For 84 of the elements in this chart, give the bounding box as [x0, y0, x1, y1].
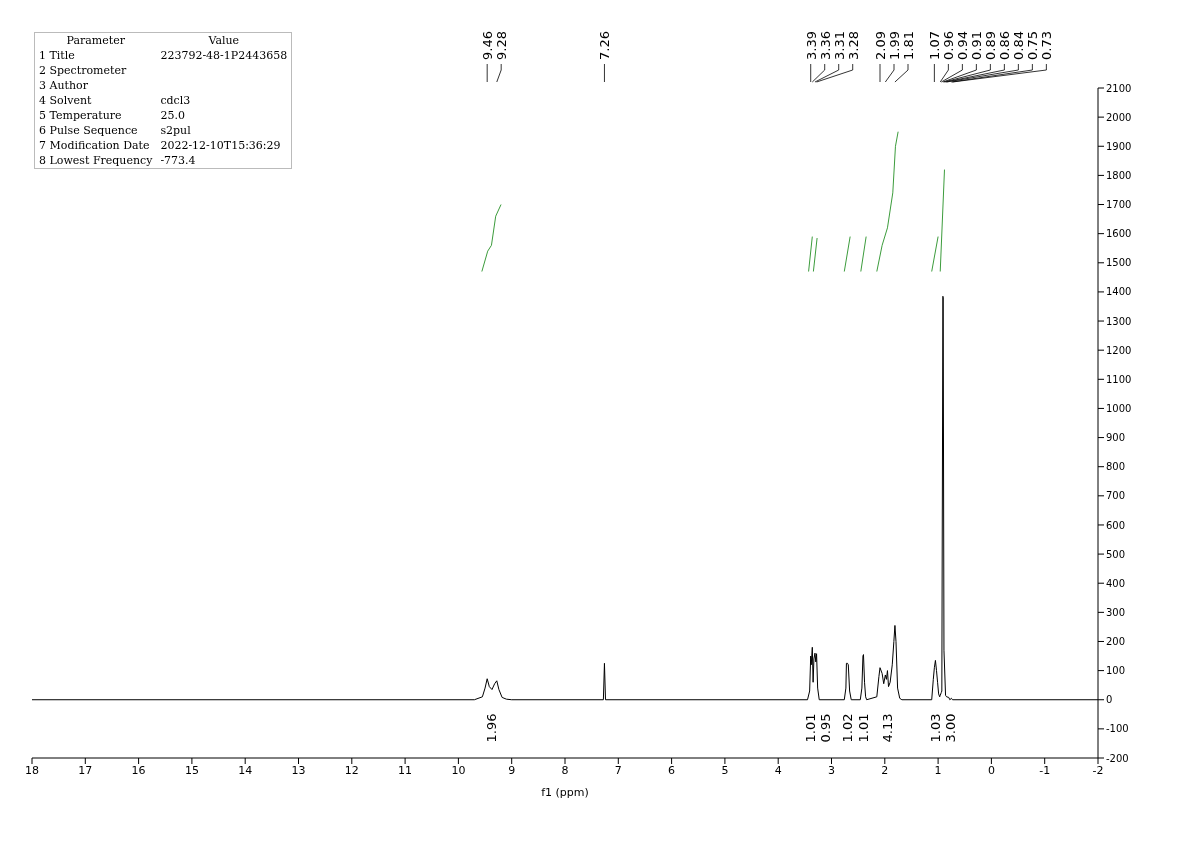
x-tick-label: 5 — [721, 763, 729, 777]
annotation: 8 Lowest Frequency -773.4 — [38, 153, 197, 169]
text: 6 Pulse Sequence s2pul — [39, 124, 191, 137]
y-tick-label: 1100 — [1106, 373, 1132, 385]
x-tick-label: 13 — [291, 763, 306, 777]
line-series — [481, 204, 502, 273]
text: 1 Title 223792-48-1P2443658 — [39, 49, 288, 62]
y-tick-label: 1200 — [1106, 344, 1132, 356]
x-tick-label: 3 — [828, 763, 835, 777]
x-tick-label: 7 — [614, 763, 622, 777]
x-tick-label: 16 — [131, 763, 146, 777]
x-tick-label: -2 — [1092, 763, 1104, 777]
annotation: 0.75 — [1025, 31, 1041, 60]
x-tick-label: 8 — [561, 763, 569, 777]
annotation: 0.95 — [818, 713, 834, 743]
y-tick-label: 100 — [1106, 665, 1126, 677]
y-tick-label: 200 — [1106, 636, 1126, 648]
y-tick-label: 1800 — [1106, 169, 1132, 181]
y-tick-label: -100 — [1106, 723, 1129, 735]
annotation: 0.96 — [941, 31, 957, 60]
annotation: 0.89 — [983, 31, 999, 60]
x-tick-label: 12 — [344, 763, 359, 777]
y-tick-label: 300 — [1106, 606, 1126, 618]
y-tick-label: 800 — [1106, 461, 1126, 473]
annotation: 3.31 — [831, 31, 847, 60]
x-axis-title: f1 (ppm) — [541, 786, 589, 799]
annotation: 1.02 — [840, 713, 856, 743]
x-tick-label: 14 — [238, 763, 253, 777]
annotation: 1.96 — [484, 713, 500, 743]
text: 2 Spectrometer — [38, 63, 128, 78]
x-tick-label: 1 — [934, 763, 942, 777]
y-tick-label: -200 — [1106, 752, 1129, 764]
x-tick-label: 11 — [398, 763, 413, 777]
annotation: 0.86 — [997, 31, 1013, 60]
y-tick-label: 900 — [1106, 432, 1126, 444]
annotation: 3.36 — [817, 31, 833, 60]
annotation: 0.73 — [1039, 31, 1055, 60]
y-tick-label: 0 — [1106, 694, 1113, 706]
text: 5 Temperature 25.0 — [39, 109, 185, 122]
annotation: 7 Modification Date 2022-12-10T15:36:29 — [38, 138, 282, 153]
y-tick-label: 1700 — [1106, 199, 1132, 211]
y-tick-label: 2100 — [1106, 82, 1132, 94]
y-tick-label: 1400 — [1106, 286, 1132, 298]
x-tick-label: 18 — [25, 763, 39, 777]
x-tick-label: 0 — [987, 763, 995, 777]
y-tick-label: 1500 — [1106, 257, 1132, 269]
y-tick-label: 700 — [1106, 490, 1126, 502]
x-tick-label: 6 — [668, 763, 676, 777]
x-tick-label: 9 — [508, 763, 516, 777]
annotation: 0.91 — [969, 31, 985, 60]
x-tick-label: 2 — [881, 763, 889, 777]
annotation: 3.39 — [803, 31, 819, 60]
annotation: 1.01 — [803, 713, 819, 743]
y-tick-label: 1900 — [1106, 140, 1132, 152]
x-tick-label: -1 — [1039, 763, 1051, 777]
x-tick-label: 17 — [78, 763, 93, 777]
annotation: 1.07 — [927, 31, 943, 60]
annotation: 2.09 — [873, 31, 888, 60]
text: Parameter Value — [66, 34, 240, 47]
annotation: 9.46 — [480, 31, 496, 60]
annotation: 0.94 — [955, 31, 971, 60]
text: 4 Solvent cdcl3 — [39, 94, 191, 107]
annotation: 3.00 — [942, 713, 958, 743]
annotation: 1.81 — [901, 31, 916, 60]
annotation: 4.13 — [880, 713, 896, 743]
annotation: 0.84 — [1011, 31, 1027, 60]
x-tick-label: 4 — [774, 763, 782, 777]
y-tick-label: 1600 — [1106, 228, 1132, 240]
x-tick-label: 15 — [184, 763, 199, 777]
annotation: 3 Author — [38, 78, 89, 93]
annotation: 1.01 — [856, 713, 872, 743]
y-tick-label: 2000 — [1106, 111, 1132, 123]
annotation: 1.99 — [887, 31, 902, 60]
y-tick-label: 600 — [1106, 519, 1126, 531]
y-tick-label: 1000 — [1106, 402, 1132, 414]
line-series — [876, 131, 899, 273]
annotation: 9.28 — [494, 31, 510, 60]
y-tick-label: 400 — [1106, 577, 1126, 589]
annotation: 3.28 — [845, 31, 861, 60]
y-tick-label: 1300 — [1106, 315, 1132, 327]
annotation: 1.03 — [927, 713, 943, 743]
annotation: 7.26 — [597, 31, 613, 60]
y-tick-label: 500 — [1106, 548, 1126, 560]
x-tick-label: 10 — [451, 763, 466, 777]
